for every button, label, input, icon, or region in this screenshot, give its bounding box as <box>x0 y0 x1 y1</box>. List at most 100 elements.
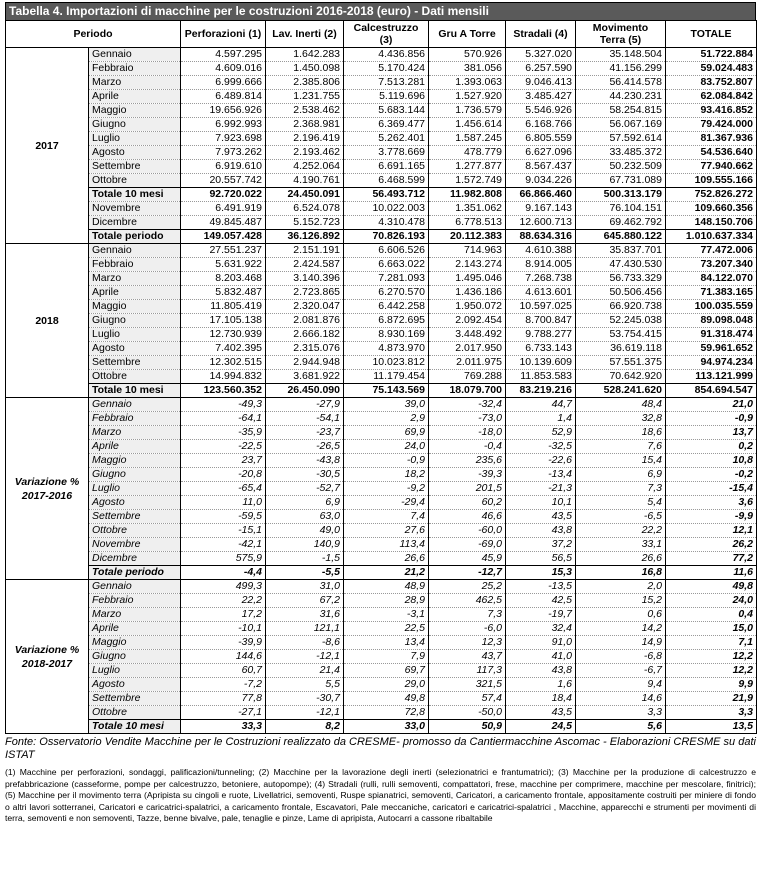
cell: 6.270.570 <box>343 285 429 300</box>
cell: 2.944.948 <box>265 355 344 370</box>
cell: 20.557.742 <box>180 173 266 188</box>
cell: 49,8 <box>665 579 757 594</box>
cell: 9.167.143 <box>505 201 576 216</box>
cell: 1.393.063 <box>428 75 506 90</box>
table-row: Ottobre 20.557.742 4.190.761 6.468.599 1.572… <box>6 173 757 188</box>
cell: -6,7 <box>575 663 666 678</box>
table-row: Febbraio 4.609.016 1.450.098 5.170.424 381.0… <box>6 61 757 76</box>
cell: -69,0 <box>428 537 506 552</box>
cell: 8.930.169 <box>343 327 429 342</box>
cell: 6.663.022 <box>343 257 429 272</box>
cell: 35.837.701 <box>575 243 666 258</box>
cell: -5,5 <box>265 565 344 580</box>
table-row: Febbraio -64,1 -54,1 2,9 -73,0 1,4 32,8 -0,9 <box>6 411 757 426</box>
table-row: Luglio -65,4 -52,7 -9,2 201,5 -21,3 7,3 -15,4 <box>6 481 757 496</box>
cell: 4.436.856 <box>343 47 429 62</box>
table-row: Aprile -10,1 121,1 22,5 -6,0 32,4 14,2 15,0 <box>6 621 757 636</box>
cell: 7,4 <box>343 509 429 524</box>
cell: -27,1 <box>180 705 266 720</box>
cell: 2.723.865 <box>265 285 344 300</box>
cell: 7,1 <box>665 635 757 650</box>
row-label: Dicembre <box>88 551 181 566</box>
column-header: Calcestruzzo (3) <box>343 20 429 48</box>
cell: 18,6 <box>575 425 666 440</box>
cell: 10.023.812 <box>343 355 429 370</box>
cell: 76.104.151 <box>575 201 666 216</box>
cell: 14,6 <box>575 691 666 706</box>
cell: 2.193.462 <box>265 145 344 160</box>
cell: 60,7 <box>180 663 266 678</box>
cell: 2.196.419 <box>265 131 344 146</box>
table-row: Totale periodo 149.057.428 36.126.892 70.82… <box>6 229 757 244</box>
table-row: Agosto 7.973.262 2.193.462 3.778.669 478.779… <box>6 145 757 160</box>
row-label: Novembre <box>88 537 181 552</box>
cell: 7.923.698 <box>180 131 266 146</box>
column-header: TOTALE <box>665 20 757 48</box>
cell: -32,5 <box>505 439 576 454</box>
table-row: Ottobre -15,1 49,0 27,6 -60,0 43,8 22,2 12,1 <box>6 523 757 538</box>
table-row: Agosto 7.402.395 2.315.076 4.873.970 2.017.9… <box>6 341 757 356</box>
row-label: Luglio <box>88 327 181 342</box>
cell: 57.551.375 <box>575 355 666 370</box>
cell: 1.010.637.334 <box>665 229 757 244</box>
row-label: Aprile <box>88 621 181 636</box>
cell: 2.320.047 <box>265 299 344 314</box>
cell: 36.619.118 <box>575 341 666 356</box>
cell: 4.873.970 <box>343 341 429 356</box>
cell: -6,0 <box>428 621 506 636</box>
row-label: Aprile <box>88 285 181 300</box>
cell: -10,1 <box>180 621 266 636</box>
cell: 645.880.122 <box>575 229 666 244</box>
cell: 43,7 <box>428 649 506 664</box>
row-label: Totale 10 mesi <box>88 719 181 734</box>
cell: 5,6 <box>575 719 666 734</box>
cell: 1.572.749 <box>428 173 506 188</box>
table-row: Marzo 8.203.468 3.140.396 7.281.093 1.495.04… <box>6 271 757 286</box>
cell: -20,8 <box>180 467 266 482</box>
row-label: Settembre <box>88 509 181 524</box>
cell: 11,6 <box>665 565 757 580</box>
cell: 7.402.395 <box>180 341 266 356</box>
row-label: Giugno <box>88 117 181 132</box>
cell: 2.017.950 <box>428 341 506 356</box>
cell: 27.551.237 <box>180 243 266 258</box>
cell: 14,2 <box>575 621 666 636</box>
cell: 1,6 <box>505 677 576 692</box>
cell: 0,2 <box>665 439 757 454</box>
cell: 59.024.483 <box>665 61 757 76</box>
cell: 39,0 <box>343 397 429 412</box>
cell: 113,4 <box>343 537 429 552</box>
cell: 500.313.179 <box>575 187 666 202</box>
cell: 4.613.601 <box>505 285 576 300</box>
cell: 570.926 <box>428 47 506 62</box>
cell: 63,0 <box>265 509 344 524</box>
cell: 17.105.138 <box>180 313 266 328</box>
cell: 6.872.695 <box>343 313 429 328</box>
table-row: Totale 10 mesi 123.560.352 26.450.090 75.14… <box>6 383 757 398</box>
cell: 1.495.046 <box>428 271 506 286</box>
cell: 26.450.090 <box>265 383 344 398</box>
cell: -30,5 <box>265 467 344 482</box>
cell: 3.681.922 <box>265 369 344 384</box>
cell: 49,8 <box>343 691 429 706</box>
cell: 2.538.462 <box>265 103 344 118</box>
cell: 12,2 <box>665 649 757 664</box>
cell: 2.151.191 <box>265 243 344 258</box>
cell: -30,7 <box>265 691 344 706</box>
cell: 117,3 <box>428 663 506 678</box>
cell: -52,7 <box>265 481 344 496</box>
cell: 56.414.578 <box>575 75 666 90</box>
cell: 1,4 <box>505 411 576 426</box>
table-row: Settembre 12.302.515 2.944.948 10.023.812 2.… <box>6 355 757 370</box>
cell: 21,2 <box>343 565 429 580</box>
cell: 83.219.216 <box>505 383 576 398</box>
row-label: Ottobre <box>88 523 181 538</box>
cell: -12,1 <box>265 705 344 720</box>
cell: 1.527.920 <box>428 89 506 104</box>
cell: 6.805.559 <box>505 131 576 146</box>
cell: 575,9 <box>180 551 266 566</box>
cell: 7.281.093 <box>343 271 429 286</box>
cell: 1.950.072 <box>428 299 506 314</box>
row-label: Ottobre <box>88 369 181 384</box>
